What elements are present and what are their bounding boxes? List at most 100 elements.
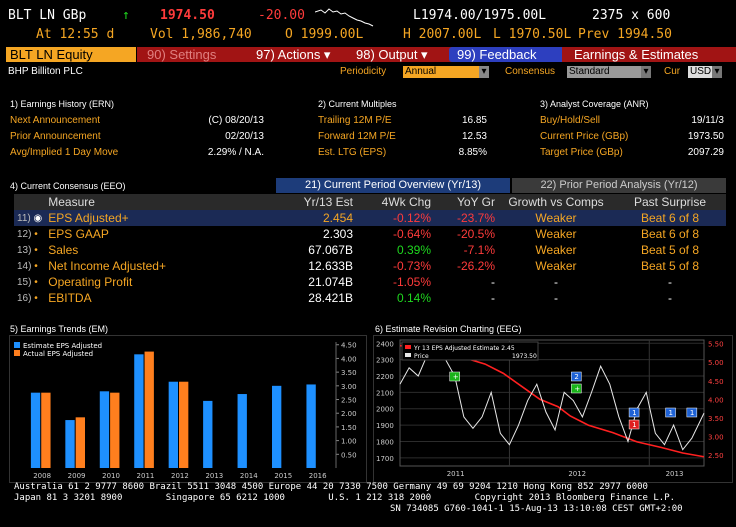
table-row[interactable]: 15) • Operating Profit 21.074B -1.05% - … [14,274,726,290]
estimate-revision-chart[interactable]: 2400 2300 2200 2100 2000 1900 1800 1700 5.50 5.00… [374,336,732,482]
legend-box [401,341,539,361]
row-index: 16) [17,292,32,304]
currency-select[interactable]: USD [688,66,712,78]
measure-cell: Operating Profit [48,275,133,289]
measure-cell: EBITDA [48,291,92,305]
legend-label: Actual EPS Adjusted [23,350,93,358]
price-change: -20.00 [258,8,305,23]
measure-cell: EPS GAAP [48,227,109,241]
ticker-label: BLT LN GBp [8,8,87,23]
bar-actual-eps-adjusted [110,392,120,468]
y-tick-label: 3.00 [341,383,357,391]
bar-estimate-eps-adjusted [272,385,282,468]
consensus-title[interactable]: 4) Current Consensus (EEO) [10,181,126,191]
estimate-cell: 28.421B [308,291,353,305]
x-tick-label: 2016 [309,472,327,480]
revision-flag [449,371,460,382]
periodicity-select[interactable]: Annual [403,66,483,78]
current-multiples-title[interactable]: 2) Current Multiples [318,99,397,109]
earnings-history-title[interactable]: 1) Earnings History (ERN) [10,99,115,109]
series-line-yr-13-eps-adjusted-estimate [399,344,705,458]
volume: Vol 1,986,740 [150,27,252,42]
earnings-trends-chart[interactable]: 4.50 4.00 3.50 3.00 2.50 2.00 1.50 1.00 0.50 2008… [10,336,366,482]
x-tick-label: 2012 [171,472,189,480]
surprise-cell: Beat 5 of 8 [640,259,700,273]
radio-selected-icon[interactable]: ◉ [33,212,43,224]
comps-cell: - [554,291,558,305]
surprise-cell: - [668,275,672,289]
col-growth-vs-comps[interactable]: Growth vs Comps [508,195,604,209]
comps-cell: Weaker [535,227,577,241]
footer-phones-2: Japan 81 3 3201 8900 Singapore 65 6212 1… [14,493,676,503]
buy-hold-sell-label: Buy/Hold/Sell [540,115,601,126]
implied-move-value: 2.29% / N.A. [207,147,264,158]
x-tick-label: 2009 [68,472,86,480]
col-measure[interactable]: Measure [48,195,95,209]
yoy-cell: - [491,291,495,305]
analyst-coverage-title[interactable]: 3) Analyst Coverage (ANR) [540,99,649,109]
tab-prior-period[interactable]: 22) Prior Period Analysis (Yr/12) [512,178,726,193]
bar-estimate-eps-adjusted [168,381,178,468]
chg-cell: -1.05% [392,275,431,289]
left-tick-label: 1900 [376,422,394,430]
table-row[interactable]: 12) • EPS GAAP 2.303 -0.64% -20.5% Weake… [14,226,726,242]
actions-menu[interactable]: 97) Actions ▾ [248,47,352,62]
bar-actual-eps-adjusted [75,417,85,468]
x-tick-label: 2015 [274,472,292,480]
y-tick-label: 0.50 [341,451,357,459]
yoy-cell: -26.2% [456,259,495,273]
col-past-surprise[interactable]: Past Surprise [633,195,707,209]
legend-price-value: 1973.50 [512,353,537,360]
chg-cell: -0.64% [392,227,431,241]
bar-estimate-eps-adjusted [306,384,316,468]
up-arrow-icon: ↑ [122,8,130,23]
radio-icon[interactable]: • [34,276,38,288]
periodicity-dropdown-icon[interactable]: ▾ [479,66,489,78]
col-4wk-chg[interactable]: 4Wk Chg [381,195,431,209]
left-tick-label: 2300 [376,357,394,365]
estimate-cell: 21.074B [308,275,353,289]
bid-ask: L1974.00/1975.00L [413,8,547,23]
right-tick-label: 5.00 [708,359,724,367]
revision-title[interactable]: 6) Estimate Revision Charting (EEG) [375,324,522,334]
table-row[interactable]: 13) • Sales 67.067B 0.39% -7.1% Weaker B… [14,242,726,258]
bar-estimate-eps-adjusted [99,391,110,468]
settings-button[interactable]: 90) Settings [137,47,255,62]
current-price-value: 1973.50 [687,131,724,142]
legend-estimate-label: Yr 13 EPS Adjusted Estimate 2.45 [413,345,515,352]
bid-ask-size: 2375 x 600 [592,8,671,23]
earnings-trends-title[interactable]: 5) Earnings Trends (EM) [10,324,109,334]
revision-flag-label: + [574,385,580,393]
y-tick-label: 4.50 [341,342,357,350]
table-row[interactable]: 16) • EBITDA 28.421B 0.14% - - - [14,290,726,306]
table-row[interactable]: 11) ◉ EPS Adjusted+ 2.454 -0.12% -23.7% … [14,210,726,226]
comps-cell: - [554,275,558,289]
y-tick-label: 3.50 [341,369,357,377]
bar-actual-eps-adjusted [179,381,189,468]
radio-icon[interactable]: • [34,292,38,304]
radio-icon[interactable]: • [34,260,38,272]
measure-cell: Sales [48,243,79,257]
currency-dropdown-icon[interactable]: ▾ [712,66,722,78]
legend-swatch [14,350,20,356]
feedback-button[interactable]: 99) Feedback [449,47,567,62]
consensus-select[interactable]: Standard [567,66,641,78]
consensus-label: Consensus [505,66,556,77]
col-yoy-gr[interactable]: YoY Gr [456,195,495,209]
consensus-header-row: Measure Yr/13 Est 4Wk Chg YoY Gr Growth … [14,194,726,210]
security-field[interactable]: BLT LN Equity [6,47,136,62]
row-index: 11) [17,212,31,224]
col-estimate[interactable]: Yr/13 Est [303,195,353,209]
revision-flag [571,383,582,394]
tab-current-period[interactable]: 21) Current Period Overview (Yr/13) [276,178,510,193]
radio-icon[interactable]: • [34,228,38,240]
right-tick-label: 3.00 [708,433,724,441]
table-row[interactable]: 14) • Net Income Adjusted+ 12.633B -0.73… [14,258,726,274]
bar-actual-eps-adjusted [41,392,51,468]
radio-icon[interactable]: • [34,244,38,256]
left-tick-label: 1800 [376,438,394,446]
consensus-dropdown-icon[interactable]: ▾ [641,66,651,78]
yoy-cell: - [491,275,495,289]
prev-close: Prev 1994.50 [578,27,672,42]
output-menu[interactable]: 98) Output ▾ [348,47,452,62]
